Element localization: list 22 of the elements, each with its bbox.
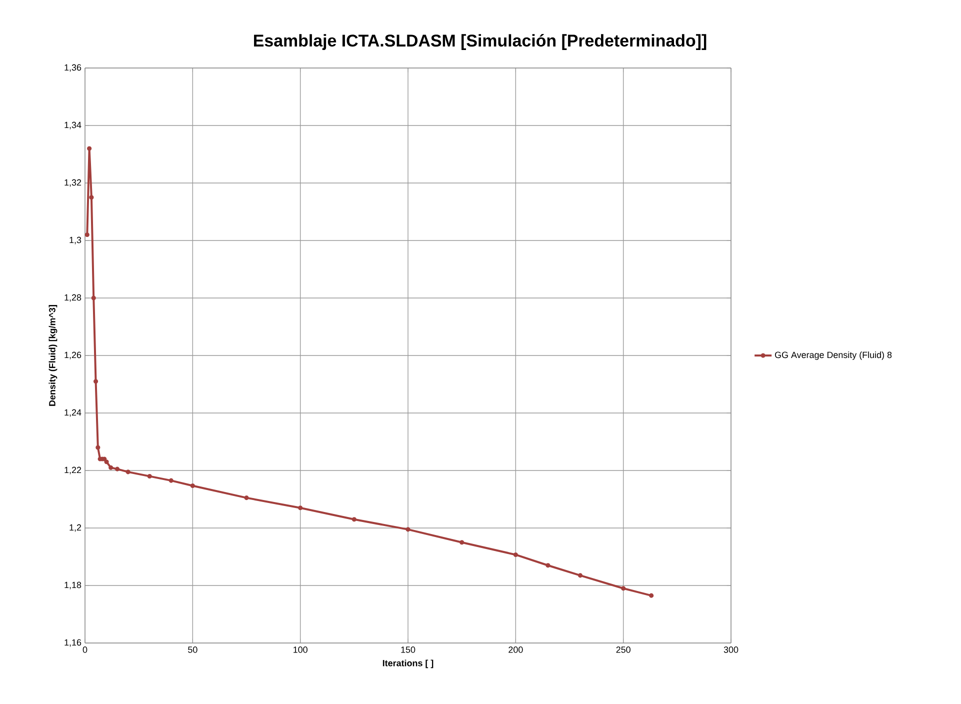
x-tick-label: 0 xyxy=(82,646,88,653)
x-axis-title: Iterations [ ] xyxy=(382,660,434,668)
x-tick-label: 250 xyxy=(616,646,630,653)
x-tick-label: 100 xyxy=(294,646,308,653)
x-tick-label: 200 xyxy=(508,646,523,653)
x-tick-label: 150 xyxy=(401,646,416,653)
y-tick-label: 1,28 xyxy=(64,294,82,302)
y-tick-label: 1,32 xyxy=(64,179,82,187)
y-tick-label: 1,2 xyxy=(70,524,82,532)
y-tick-label: 1,36 xyxy=(64,64,82,72)
x-tick-label: 300 xyxy=(724,646,738,653)
chart-title: Esamblaje ICTA.SLDASM [Simulación [Predeterminado]] xyxy=(254,34,706,50)
y-tick-label: 1,24 xyxy=(64,409,82,417)
y-tick-label: 1,22 xyxy=(64,466,82,474)
y-tick-label: 1,18 xyxy=(64,582,82,590)
y-tick-label: 1,26 xyxy=(64,352,82,360)
y-axis-title: Density (Fluid) [kg/m^3] xyxy=(48,305,58,406)
x-tick-label: 50 xyxy=(188,646,198,653)
y-tick-label: 1,34 xyxy=(64,122,82,130)
y-tick-label: 1,16 xyxy=(64,639,82,647)
y-tick-label: 1,3 xyxy=(70,236,82,244)
legend-label: GG Average Density (Fluid) 8 xyxy=(775,351,892,360)
